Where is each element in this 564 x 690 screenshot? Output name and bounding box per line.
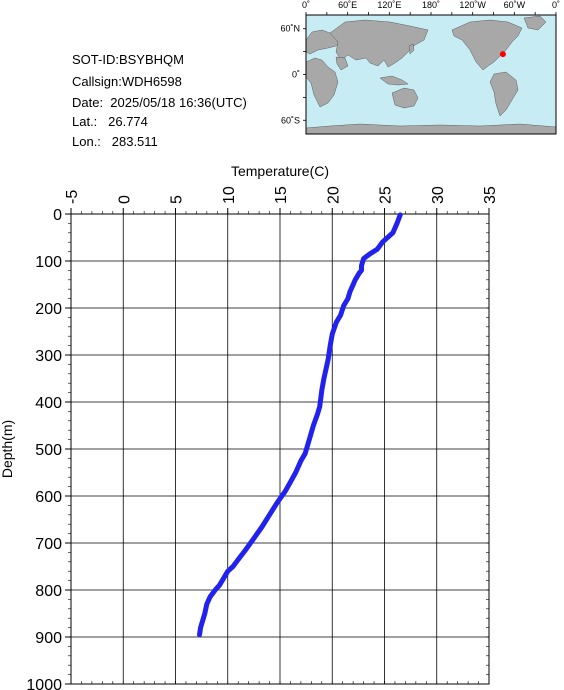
land-indonesia <box>379 75 409 86</box>
map-ticks <box>303 12 557 121</box>
land-japan <box>408 43 415 55</box>
x-axis-title: Temperature(C) <box>231 163 329 179</box>
y-axis-title: Depth(m) <box>0 420 15 478</box>
y-tick-label: 300 <box>35 348 62 365</box>
y-tick-label: 100 <box>35 254 62 271</box>
y-tick-label: 1000 <box>26 677 62 690</box>
date-text: Date: 2025/05/18 16:36(UTC) <box>72 95 247 110</box>
longitude-text: Lon.: 283.511 <box>72 134 158 149</box>
map-lon-label: 60˚W <box>504 0 526 10</box>
x-tick-label: -5 <box>64 190 81 204</box>
map-lon-labels: 0˚ 60˚E 120˚E 180˚ 120˚W 60˚W 0˚ <box>302 0 560 10</box>
callsign-text: Callsign:WDH6598 <box>72 74 182 89</box>
location-map: 0˚ 60˚E 120˚E 180˚ 120˚W 60˚W 0˚ 60˚N 0˚ 60˚S <box>280 0 560 135</box>
land-greenland <box>523 15 547 31</box>
map-lon-label: 120˚E <box>377 0 401 10</box>
latitude-text: Lat.: 26.774 <box>72 114 148 129</box>
minor-ticks <box>65 208 490 685</box>
map-lat-label: 60˚S <box>281 115 300 125</box>
y-tick-label: 600 <box>35 489 62 506</box>
map-lon-label: 180˚ <box>422 0 440 10</box>
land-australia <box>391 87 419 109</box>
y-tick-label: 900 <box>35 630 62 647</box>
y-tick-label: 400 <box>35 395 62 412</box>
map-lat-label: 60˚N <box>280 24 300 34</box>
map-lon-label: 60˚E <box>338 0 357 10</box>
land-north-america <box>451 19 523 71</box>
x-tick-label: 10 <box>221 186 238 204</box>
map-lon-label: 0˚ <box>302 0 310 10</box>
x-tick-label: 5 <box>169 195 186 204</box>
x-tick-label: 0 <box>116 195 133 204</box>
y-tick-label: 500 <box>35 442 62 459</box>
x-tick-labels: -5 0 5 10 15 20 25 30 35 <box>64 186 499 204</box>
chart-grid <box>70 213 490 685</box>
y-tick-labels: 0 100 200 300 400 500 600 700 800 900 1000 <box>26 207 62 690</box>
x-tick-label: 15 <box>273 186 290 204</box>
land-asia <box>329 19 429 68</box>
x-tick-label: 20 <box>325 186 342 204</box>
map-lat-labels: 60˚N 0˚ 60˚S <box>280 24 300 126</box>
x-tick-label: 35 <box>482 186 499 204</box>
temperature-profile-line <box>197 212 403 638</box>
y-tick-label: 0 <box>53 207 62 224</box>
y-tick-label: 200 <box>35 301 62 318</box>
y-tick-label: 800 <box>35 583 62 600</box>
location-marker <box>499 51 506 58</box>
land-antarctica <box>305 123 557 135</box>
map-lon-label: 0˚ <box>552 0 560 10</box>
map-lon-label: 120˚W <box>459 0 486 10</box>
land-south-america <box>489 71 519 117</box>
map-land <box>305 15 557 135</box>
land-arabia <box>335 56 349 71</box>
x-tick-label: 30 <box>430 186 447 204</box>
map-lat-label: 0˚ <box>292 70 300 80</box>
y-tick-label: 700 <box>35 536 62 553</box>
x-tick-label: 25 <box>378 186 395 204</box>
land-africa <box>305 57 339 108</box>
sot-id-text: SOT-ID:BSYBHQM <box>72 52 184 67</box>
profile-chart: -5 0 5 10 15 20 25 30 35 01002003004005006007008… <box>0 163 499 690</box>
